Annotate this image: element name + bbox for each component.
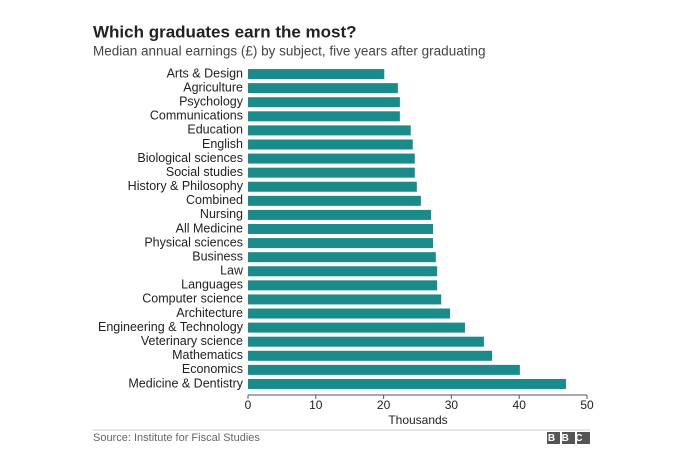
bar — [248, 350, 493, 361]
y-tick-label: Combined — [186, 193, 243, 207]
y-tick-label: Physical sciences — [144, 235, 243, 249]
bar — [248, 308, 451, 319]
x-tick-label: 20 — [377, 398, 391, 412]
x-tick-label: 40 — [513, 398, 527, 412]
x-tick-label: 10 — [309, 398, 323, 412]
y-tick-label: Biological sciences — [137, 151, 243, 165]
bar — [248, 83, 398, 94]
bar — [248, 280, 438, 291]
bar — [248, 209, 432, 220]
y-tick-label: Economics — [182, 362, 243, 376]
x-tick-label: 0 — [245, 398, 252, 412]
bar — [248, 181, 417, 192]
bar — [248, 252, 436, 263]
bar — [248, 322, 465, 333]
bar — [248, 266, 438, 277]
y-tick-label: Arts & Design — [167, 66, 243, 80]
bar — [248, 336, 484, 347]
bar — [248, 97, 400, 108]
bar — [248, 378, 566, 389]
y-tick-label: Agriculture — [183, 80, 243, 94]
y-tick-label: Communications — [150, 109, 243, 123]
source: Source: Institute for Fiscal Studies — [93, 432, 260, 444]
x-axis-label: Thousands — [388, 413, 447, 427]
y-tick-label: Medicine & Dentistry — [128, 376, 243, 390]
y-tick-label: Engineering & Technology — [98, 320, 244, 334]
y-tick-label: Computer science — [142, 292, 243, 306]
bar — [248, 125, 411, 136]
x-tick-label: 30 — [445, 398, 459, 412]
bar — [248, 69, 385, 80]
logo — [547, 432, 590, 444]
y-tick-label: Psychology — [179, 95, 244, 109]
y-tick-label: Mathematics — [172, 348, 243, 362]
bar — [248, 167, 415, 178]
bar — [248, 153, 415, 164]
bar — [248, 294, 442, 305]
y-tick-label: Languages — [181, 278, 243, 292]
y-tick-label: Law — [220, 264, 244, 278]
y-tick-label: Nursing — [200, 207, 243, 221]
y-tick-label: Veterinary science — [141, 334, 243, 348]
y-tick-label: Architecture — [176, 306, 243, 320]
chart-title: Which graduates earn the most? — [93, 22, 357, 41]
bar — [248, 139, 413, 150]
y-tick-label: Social studies — [166, 165, 243, 179]
y-tick-label: All Medicine — [176, 221, 243, 235]
x-tick-label: 50 — [580, 398, 594, 412]
bar — [248, 195, 421, 206]
y-tick-label: English — [202, 137, 243, 151]
bar — [248, 111, 400, 122]
bar — [248, 238, 434, 249]
chart-subtitle: Median annual earnings (£) by subject, f… — [93, 44, 485, 59]
logo-text: BBC — [548, 433, 589, 444]
y-tick-label: Business — [192, 249, 243, 263]
y-tick-label: Education — [187, 123, 243, 137]
bar — [248, 224, 434, 234]
bar — [248, 364, 520, 375]
y-tick-label: History & Philosophy — [128, 179, 244, 193]
